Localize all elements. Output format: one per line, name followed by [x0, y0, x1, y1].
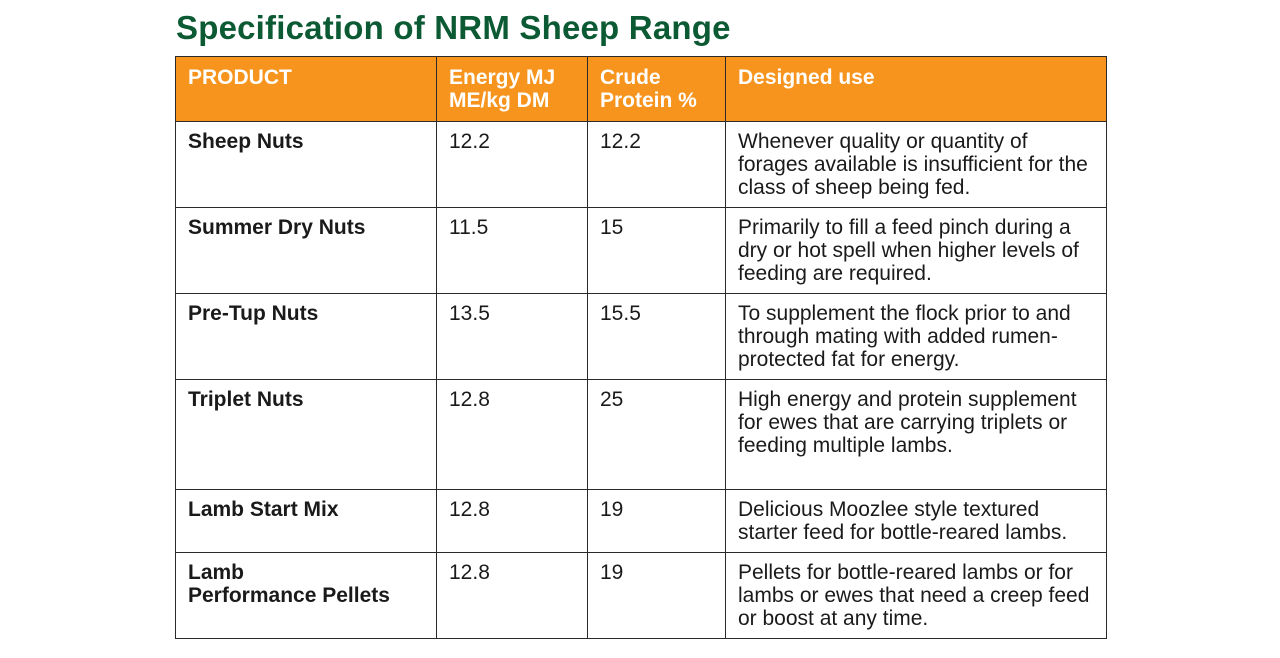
designed-use: Primarily to fill a feed pinch during a …	[725, 207, 1107, 294]
header-product: PRODUCT	[175, 56, 437, 122]
table-row: Triplet Nuts 12.8 25 High energy and pro…	[175, 379, 1107, 490]
energy-value: 12.8	[436, 552, 588, 639]
protein-value: 12.2	[587, 121, 726, 208]
header-energy: Energy MJ ME/kg DM	[436, 56, 588, 122]
product-name: Sheep Nuts	[175, 121, 437, 208]
header-designed-use: Designed use	[725, 56, 1107, 122]
protein-value: 15	[587, 207, 726, 294]
table-row: Sheep Nuts 12.2 12.2 Whenever quality or…	[175, 121, 1107, 208]
energy-value: 11.5	[436, 207, 588, 294]
designed-use: High energy and protein supplement for e…	[725, 379, 1107, 490]
protein-value: 25	[587, 379, 726, 490]
header-row: PRODUCT Energy MJ ME/kg DM Crude Protein…	[175, 56, 1107, 122]
product-name: Triplet Nuts	[175, 379, 437, 490]
product-name: Pre-Tup Nuts	[175, 293, 437, 380]
product-name: Lamb Start Mix	[175, 489, 437, 553]
energy-value: 12.8	[436, 489, 588, 553]
designed-use: Pellets for bottle-reared lambs or for l…	[725, 552, 1107, 639]
table-header: PRODUCT Energy MJ ME/kg DM Crude Protein…	[175, 56, 1107, 122]
table-row: Lamb Performance Pellets 12.8 19 Pellets…	[175, 552, 1107, 639]
table-row: Summer Dry Nuts 11.5 15 Primarily to fil…	[175, 207, 1107, 294]
spec-table: PRODUCT Energy MJ ME/kg DM Crude Protein…	[175, 56, 1107, 639]
protein-value: 19	[587, 489, 726, 553]
header-protein: Crude Protein %	[587, 56, 726, 122]
table-body: Sheep Nuts 12.2 12.2 Whenever quality or…	[175, 121, 1107, 639]
protein-value: 15.5	[587, 293, 726, 380]
energy-value: 12.2	[436, 121, 588, 208]
protein-value: 19	[587, 552, 726, 639]
energy-value: 13.5	[436, 293, 588, 380]
product-name: Summer Dry Nuts	[175, 207, 437, 294]
product-name: Lamb Performance Pellets	[175, 552, 437, 639]
table-row: Lamb Start Mix 12.8 19 Delicious Moozlee…	[175, 489, 1107, 553]
table-row: Pre-Tup Nuts 13.5 15.5 To supplement the…	[175, 293, 1107, 380]
designed-use: Delicious Moozlee style textured starter…	[725, 489, 1107, 553]
page-title: Specification of NRM Sheep Range	[176, 9, 731, 46]
designed-use: Whenever quality or quantity of forages …	[725, 121, 1107, 208]
designed-use: To supplement the flock prior to and thr…	[725, 293, 1107, 380]
energy-value: 12.8	[436, 379, 588, 490]
